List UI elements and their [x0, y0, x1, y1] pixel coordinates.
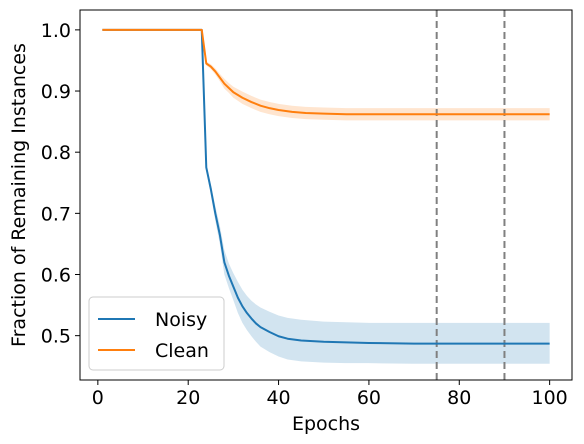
x-tick-label: 0 [92, 387, 104, 409]
reference-lines [435, 10, 506, 380]
y-tick-label: 0.8 [41, 142, 71, 164]
y-tick-label: 0.5 [41, 326, 71, 348]
legend-label-noisy: Noisy [155, 309, 207, 331]
x-axis-label: Epochs [292, 413, 360, 435]
y-axis-label: Fraction of Remaining Instances [8, 43, 30, 347]
line-noisy [102, 28, 550, 345]
y-tick-label: 1.0 [41, 20, 71, 42]
x-tick-label: 80 [447, 387, 471, 409]
x-tick-label: 40 [266, 387, 290, 409]
band-clean [102, 29, 550, 121]
y-tick-label: 0.9 [41, 81, 71, 103]
x-tick-label: 100 [532, 387, 568, 409]
legend-label-clean: Clean [155, 340, 209, 362]
axes [79, 9, 573, 381]
axis-ticks: 0 20 40 60 80 100 0.5 0.6 0.7 0.8 0.9 1.0 [41, 20, 568, 409]
legend-box [88, 296, 225, 371]
x-tick-label: 20 [176, 387, 200, 409]
series-lines [102, 28, 550, 345]
y-tick-label: 0.7 [41, 203, 71, 225]
x-tick-label: 60 [357, 387, 381, 409]
plot-frame [79, 9, 573, 381]
y-tick-label: 0.6 [41, 265, 71, 287]
line-clean [102, 28, 550, 116]
legend: Noisy Clean [88, 296, 225, 371]
